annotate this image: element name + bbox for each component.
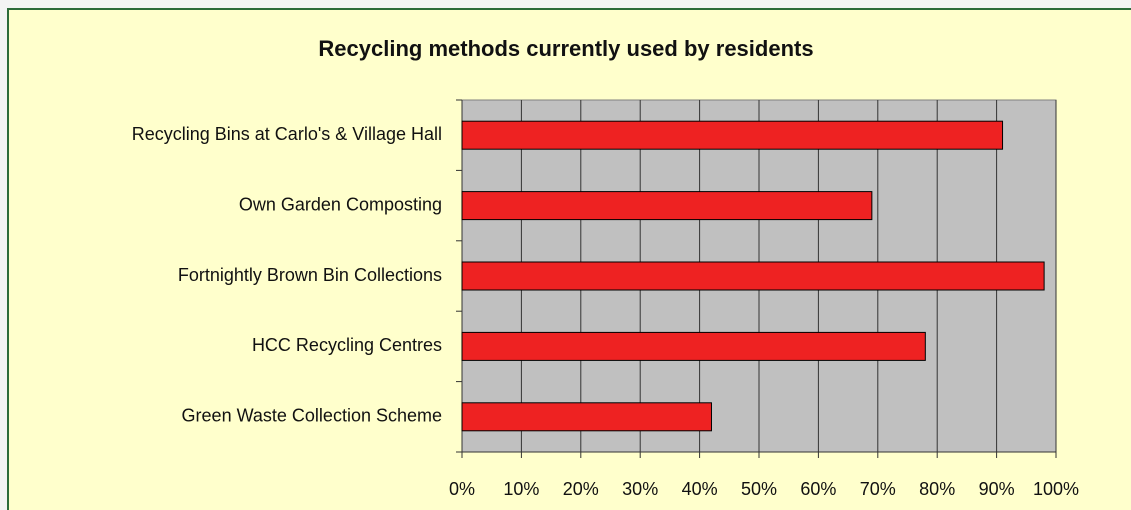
x-tick-label: 20% [563, 479, 599, 499]
bar [461, 331, 926, 361]
y-tick-label: Green Waste Collection Scheme [182, 406, 442, 426]
bar [461, 261, 1045, 291]
x-tick-label: 0% [449, 479, 475, 499]
y-tick-label: Own Garden Composting [239, 194, 442, 214]
x-tick-label: 30% [622, 479, 658, 499]
y-tick-label: Recycling Bins at Carlo's & Village Hall [132, 124, 442, 144]
x-tick-label: 70% [860, 479, 896, 499]
x-tick-label: 10% [503, 479, 539, 499]
bar [461, 402, 712, 432]
x-tick-label: 80% [919, 479, 955, 499]
bar [461, 120, 1004, 150]
x-tick-label: 60% [800, 479, 836, 499]
y-tick-label: HCC Recycling Centres [252, 335, 442, 355]
x-tick-label: 40% [682, 479, 718, 499]
x-tick-label: 50% [741, 479, 777, 499]
x-tick-label: 90% [979, 479, 1015, 499]
chart-title: Recycling methods currently used by resi… [318, 36, 813, 61]
y-tick-label: Fortnightly Brown Bin Collections [178, 265, 442, 285]
x-tick-label: 100% [1033, 479, 1079, 499]
bar [461, 191, 873, 221]
